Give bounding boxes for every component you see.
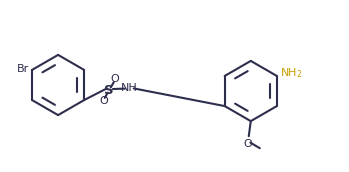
Text: NH$_2$: NH$_2$ (281, 67, 303, 80)
Text: S: S (104, 84, 114, 96)
Text: Br: Br (17, 64, 29, 74)
Text: O: O (110, 74, 119, 84)
Text: O: O (243, 139, 252, 149)
Text: O: O (99, 96, 108, 106)
Text: NH: NH (121, 83, 138, 93)
